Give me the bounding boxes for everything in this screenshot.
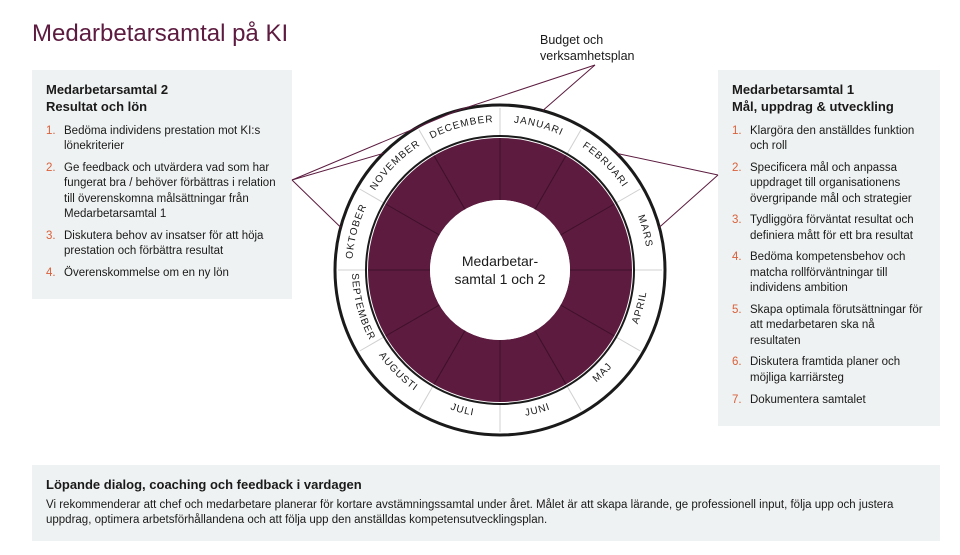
list-number: 1. (46, 124, 56, 140)
list-item: 2. Specificera mål och anpassa uppdraget … (732, 161, 926, 208)
list-item: 5. Skapa optimala förutsättningar för att… (732, 303, 926, 350)
list-number: 3. (46, 229, 56, 245)
list-item: 3. Tydliggöra förväntat resultat och defi… (732, 213, 926, 244)
list-item-text: Bedöma kompetensbehov och matcha rollför… (750, 251, 905, 294)
year-wheel: JANUARIFEBRUARIMARSAPRILMAJJUNIJULIAUGUS… (330, 100, 670, 440)
box-left-list: 1. Bedöma individens prestation mot KI:s … (46, 124, 278, 282)
list-number: 4. (732, 250, 742, 266)
list-number: 7. (732, 393, 742, 409)
list-item: 1. Bedöma individens prestation mot KI:s … (46, 124, 278, 155)
list-item: 3. Diskutera behov av insatser för att hö… (46, 229, 278, 260)
list-number: 1. (732, 124, 742, 140)
list-item-text: Klargöra den anställdes funktion och rol… (750, 125, 914, 153)
list-number: 5. (732, 303, 742, 319)
list-item: 1. Klargöra den anställdes funktion och r… (732, 124, 926, 155)
list-item: 7. Dokumentera samtalet (732, 393, 926, 409)
box-bottom-title: Löpande dialog, coaching och feedback i … (46, 477, 926, 494)
list-number: 4. (46, 266, 56, 282)
list-number: 6. (732, 355, 742, 371)
list-item-text: Diskutera framtida planer och möjliga ka… (750, 356, 900, 384)
budget-label: Budget och verksamhetsplan (540, 32, 690, 65)
box-left-title-line1: Medarbetarsamtal 2 (46, 82, 168, 97)
list-number: 2. (46, 161, 56, 177)
box-medarbetarsamtal-2: Medarbetarsamtal 2 Resultat och lön 1. Be… (32, 70, 292, 299)
box-right-title-line2: Mål, uppdrag & utveckling (732, 99, 894, 114)
list-item-text: Ge feedback och utvärdera vad som har fu… (64, 162, 276, 221)
list-item-text: Överenskommelse om en ny lön (64, 267, 229, 279)
box-medarbetarsamtal-1: Medarbetarsamtal 1 Mål, uppdrag & utveck… (718, 70, 940, 426)
list-item: 4. Överenskommelse om en ny lön (46, 266, 278, 282)
box-right-list: 1. Klargöra den anställdes funktion och r… (732, 124, 926, 408)
page-title: Medarbetarsamtal på KI (32, 20, 288, 48)
list-item-text: Bedöma individens prestation mot KI:s lö… (64, 125, 260, 153)
list-item-text: Skapa optimala förutsättningar för att m… (750, 304, 923, 347)
box-right-title: Medarbetarsamtal 1 Mål, uppdrag & utveck… (732, 82, 926, 116)
wheel-center-text: Medarbetar- samtal 1 och 2 (445, 252, 555, 288)
list-item-text: Specificera mål och anpassa uppdraget ti… (750, 162, 912, 205)
list-number: 2. (732, 161, 742, 177)
list-number: 3. (732, 213, 742, 229)
list-item: 6. Diskutera framtida planer och möjliga … (732, 355, 926, 386)
box-left-title: Medarbetarsamtal 2 Resultat och lön (46, 82, 278, 116)
list-item-text: Diskutera behov av insatser för att höja… (64, 230, 263, 258)
box-left-title-line2: Resultat och lön (46, 99, 147, 114)
box-bottom-body: Vi rekommenderar att chef och medarbetar… (46, 498, 926, 529)
list-item-text: Dokumentera samtalet (750, 394, 866, 406)
box-right-title-line1: Medarbetarsamtal 1 (732, 82, 854, 97)
center-text-l1: Medarbetar- (462, 253, 538, 269)
list-item: 4. Bedöma kompetensbehov och matcha rollf… (732, 250, 926, 297)
list-item-text: Tydliggöra förväntat resultat och defini… (750, 214, 914, 242)
center-text-l2: samtal 1 och 2 (454, 271, 545, 287)
box-continuous-dialog: Löpande dialog, coaching och feedback i … (32, 465, 940, 541)
list-item: 2. Ge feedback och utvärdera vad som har … (46, 161, 278, 223)
